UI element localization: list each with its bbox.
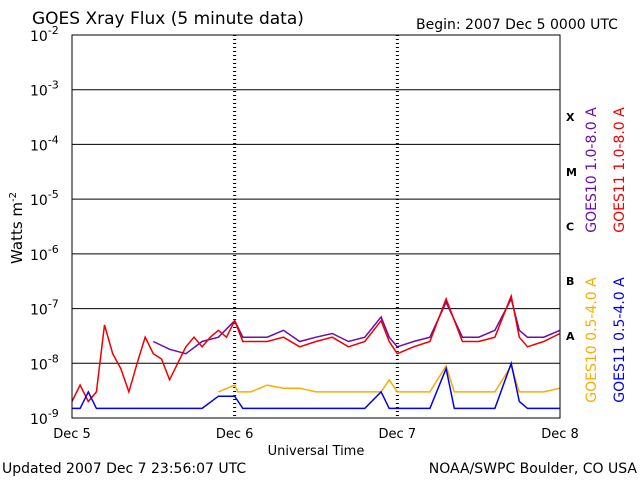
legend-item: GOES10 0.5-4.0 A bbox=[584, 277, 600, 403]
y-tick-label: 10-4 bbox=[30, 133, 59, 154]
series-line bbox=[71, 293, 561, 403]
y-axis-label-main: Watts m bbox=[8, 202, 26, 264]
x-tick-labels: Dec 5 Dec 6 Dec 7 Dec 8 bbox=[53, 427, 579, 442]
y-tick-label: 10-6 bbox=[30, 243, 59, 264]
svg-text:Watts m-2: Watts m-2 bbox=[8, 192, 26, 264]
flare-class-labels: X M C B A bbox=[566, 111, 577, 343]
chart-title: GOES Xray Flux (5 minute data) bbox=[32, 9, 304, 29]
x-tick-label: Dec 7 bbox=[379, 427, 417, 442]
legend-text: GOES11 0.5-4.0 A bbox=[612, 277, 628, 403]
y-tick-label: 10-2 bbox=[30, 24, 59, 45]
legend-item: GOES11 0.5-4.0 A bbox=[612, 277, 628, 403]
legend-text: GOES11 1.0-8.0 A bbox=[612, 107, 628, 233]
y-tick-label: 10-8 bbox=[30, 352, 59, 373]
day-divider-ticks bbox=[233, 35, 399, 418]
updated-footer: Updated 2007 Dec 7 23:56:07 UTC bbox=[2, 461, 246, 477]
grid-lines bbox=[72, 89, 560, 364]
legend-text: GOES10 0.5-4.0 A bbox=[584, 277, 600, 403]
plot-frame bbox=[71, 34, 561, 419]
series-lines bbox=[71, 293, 561, 410]
y-axis-label-exp: -2 bbox=[8, 192, 19, 202]
legend-item: GOES11 1.0-8.0 A bbox=[612, 107, 628, 233]
y-tick-label: 10-7 bbox=[30, 298, 59, 319]
flare-class-label: X bbox=[566, 111, 575, 124]
x-tick-label: Dec 6 bbox=[216, 427, 254, 442]
begin-label: Begin: 2007 Dec 5 0000 UTC bbox=[416, 17, 618, 33]
series-line bbox=[152, 296, 561, 355]
y-tick-label: 10-5 bbox=[30, 188, 59, 209]
flare-class-label: B bbox=[566, 275, 574, 288]
series-line bbox=[72, 360, 560, 410]
y-tick-label: 10-9 bbox=[30, 407, 59, 428]
credit-footer: NOAA/SWPC Boulder, CO USA bbox=[429, 461, 638, 477]
y-tick-labels: 10-9 10-8 10-7 10-6 10-5 10-4 10-3 10-2 bbox=[30, 24, 59, 428]
legend-item: GOES10 1.0-8.0 A bbox=[584, 107, 600, 233]
flare-class-label: M bbox=[566, 166, 577, 179]
x-tick-label: Dec 8 bbox=[541, 427, 579, 442]
legend: GOES10 1.0-8.0 A GOES11 1.0-8.0 A GOES10 0… bbox=[584, 107, 628, 403]
y-axis-label: Watts m-2 bbox=[8, 192, 26, 264]
y-tick-label: 10-3 bbox=[30, 79, 59, 100]
flare-class-label: A bbox=[566, 330, 575, 343]
x-axis-label: Universal Time bbox=[268, 444, 365, 459]
legend-text: GOES10 1.0-8.0 A bbox=[584, 107, 600, 233]
series-line bbox=[218, 364, 561, 393]
x-tick-label: Dec 5 bbox=[53, 427, 91, 442]
flare-class-label: C bbox=[566, 221, 574, 234]
